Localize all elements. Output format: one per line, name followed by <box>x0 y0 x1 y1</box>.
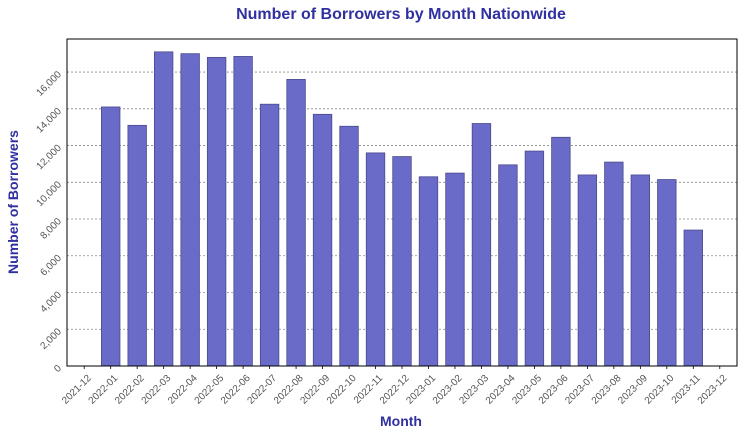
bar-2023-03 <box>471 123 492 367</box>
y-tick-label: 16,000 <box>35 69 65 99</box>
y-axis-ticks: 0 2,000 4,000 6,000 8,000 10,000 12,000 14,000 1… <box>35 69 65 375</box>
bar-2023-04 <box>498 164 518 367</box>
bar-2023-09 <box>630 174 651 367</box>
bar-2022-08 <box>286 79 306 367</box>
y-tick-label: 4,000 <box>38 289 64 315</box>
bar-2022-01 <box>101 106 121 367</box>
bar-2023-07 <box>577 174 598 367</box>
bars <box>101 51 703 367</box>
bar-2022-11 <box>365 152 386 367</box>
bar-2022-09 <box>312 113 333 367</box>
bar-2022-03 <box>153 51 174 367</box>
y-tick-label: 0 <box>52 363 64 375</box>
y-tick-label: 12,000 <box>35 142 65 172</box>
bar-2023-08 <box>604 161 624 367</box>
x-tick-label: 2023-12 <box>696 373 730 407</box>
bar-2023-05 <box>524 150 545 367</box>
y-axis-label: Number of Borrowers <box>5 130 21 274</box>
bar-2023-02 <box>445 172 465 367</box>
y-tick-label: 8,000 <box>38 216 64 242</box>
y-tick-label: 2,000 <box>38 326 64 352</box>
bar-2022-07 <box>259 103 280 367</box>
x-axis-ticks: 2021-122022-012022-022022-032022-042022-… <box>60 366 730 407</box>
bar-2022-04 <box>180 53 200 367</box>
bar-2023-10 <box>657 179 677 367</box>
bar-2022-12 <box>392 156 412 367</box>
y-tick-label: 14,000 <box>35 106 65 136</box>
bar-2022-06 <box>233 56 253 367</box>
bar-2023-11 <box>683 229 703 367</box>
bar-2022-10 <box>339 125 359 367</box>
y-tick-label: 6,000 <box>38 253 64 279</box>
y-tick-label: 10,000 <box>35 179 65 209</box>
bar-2023-01 <box>418 176 439 367</box>
x-axis-label: Month <box>380 413 422 429</box>
bar-2022-05 <box>206 56 227 367</box>
bar-2023-06 <box>551 136 571 367</box>
chart-title: Number of Borrowers by Month Nationwide <box>236 6 566 23</box>
bar-2022-02 <box>127 124 147 367</box>
